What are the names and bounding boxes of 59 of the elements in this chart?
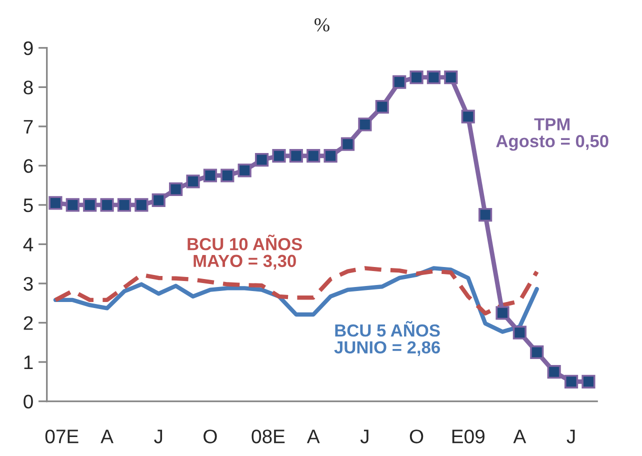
series-label: TPM Agosto = 0,50 — [496, 118, 608, 151]
x-tick-label: O — [204, 430, 217, 444]
x-tick-label: E09 — [452, 430, 484, 444]
point — [461, 110, 475, 124]
point — [410, 70, 424, 84]
y-tick-label: 0 — [24, 394, 33, 409]
series-label: BCU 5 AÑOS JUNIO = 2,86 — [334, 321, 440, 356]
point — [238, 164, 252, 178]
point — [582, 374, 596, 388]
point — [272, 149, 286, 163]
y-tick-label: 9 — [24, 41, 33, 56]
point — [66, 198, 80, 212]
point — [152, 193, 166, 208]
point — [134, 198, 148, 212]
y-tick-label: 3 — [24, 276, 33, 291]
x-tick-label: A — [513, 430, 526, 444]
point — [358, 118, 372, 132]
x-tick-label: 08 — [252, 430, 272, 444]
point — [392, 75, 406, 89]
x-tick-label: E — [68, 430, 78, 444]
point — [289, 149, 303, 163]
point — [306, 149, 320, 163]
point — [100, 198, 114, 212]
point — [48, 196, 62, 210]
x-tick-label: E — [274, 430, 285, 444]
chart-title: % — [314, 18, 330, 32]
point — [169, 182, 183, 196]
y-tick-label: 7 — [24, 120, 33, 134]
point — [324, 149, 338, 163]
y-tick-label: 2 — [24, 316, 33, 330]
point — [496, 306, 510, 320]
x-tick-label: A — [100, 430, 114, 444]
x-tick-label: A — [306, 430, 320, 444]
y-tick-label: 8 — [24, 80, 33, 94]
point — [564, 374, 578, 388]
point — [375, 100, 389, 114]
point — [530, 345, 544, 360]
point — [203, 168, 218, 182]
x-tick-label: J — [154, 430, 162, 444]
point — [547, 365, 561, 379]
point — [340, 137, 355, 151]
y-tick-label: 6 — [24, 159, 33, 173]
point — [186, 174, 200, 188]
x-tick-label: J — [360, 430, 368, 444]
y-tick-label: 5 — [24, 198, 33, 212]
y-tick-label: 1 — [24, 356, 33, 370]
point — [512, 326, 526, 340]
point — [117, 198, 132, 212]
point — [478, 208, 492, 222]
series-label: BCU 10 AÑOS MAYO = 3,30 — [188, 234, 302, 270]
x-tick-label: J — [566, 430, 575, 444]
point — [83, 198, 97, 212]
point — [444, 70, 458, 84]
x-tick-label: 07 — [45, 430, 66, 444]
y-tick-label: 4 — [23, 238, 34, 252]
x-tick-label: O — [410, 430, 424, 444]
point — [426, 70, 441, 84]
point — [220, 168, 234, 182]
point — [254, 152, 269, 167]
